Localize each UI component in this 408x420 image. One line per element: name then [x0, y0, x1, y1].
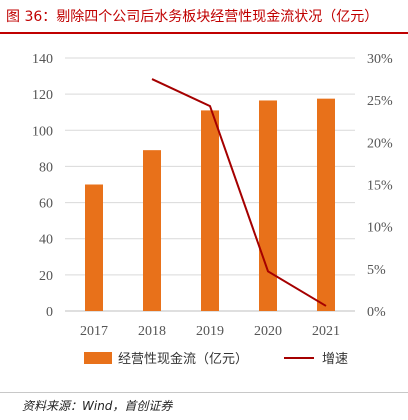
source-note: 资料来源：Wind，首创证券: [22, 399, 173, 413]
bar: [201, 110, 219, 312]
legend: 经营性现金流（亿元） 增速: [84, 351, 348, 367]
legend-swatch-bar: [84, 352, 112, 364]
right-axis-tick-label: 15%: [367, 179, 393, 194]
right-axis-tick-label: 30%: [367, 52, 393, 67]
left-axis-tick-label: 0: [46, 305, 53, 320]
bar-series: [85, 98, 335, 312]
chart-title: 图 36：剔除四个公司后水务板块经营性现金流状况（亿元）: [6, 9, 379, 25]
right-axis-tick-label: 25%: [367, 94, 393, 109]
left-axis: 0 20 40 60 80 100 120 140: [32, 52, 53, 320]
right-axis-tick-label: 20%: [367, 136, 393, 151]
left-axis-tick-label: 120: [32, 88, 53, 103]
x-axis: 2017 2018 2019 2020 2021: [80, 324, 340, 339]
left-axis-tick-label: 80: [39, 160, 53, 175]
line-series: [151, 78, 327, 307]
x-axis-tick-label: 2020: [254, 324, 282, 339]
chart: 0 20 40 60 80 100 120 140 0% 5% 10% 15% 20% 25% 30% 2…: [32, 52, 393, 367]
right-axis-tick-label: 0%: [367, 305, 386, 320]
right-axis: 0% 5% 10% 15% 20% 25% 30%: [367, 52, 393, 320]
right-axis-tick-label: 5%: [367, 263, 386, 278]
left-axis-tick-label: 40: [39, 233, 53, 248]
right-axis-tick-label: 10%: [367, 221, 393, 236]
left-axis-tick-label: 20: [39, 269, 53, 284]
bar: [143, 150, 161, 311]
left-axis-tick-label: 100: [32, 124, 53, 139]
x-axis-tick-label: 2021: [312, 324, 340, 339]
x-axis-tick-label: 2019: [196, 324, 224, 339]
growth-line: [151, 78, 327, 307]
bar: [317, 98, 335, 312]
x-axis-tick-label: 2018: [138, 324, 166, 339]
x-axis-tick-label: 2017: [80, 324, 108, 339]
legend-label-bar: 经营性现金流（亿元）: [118, 351, 248, 367]
legend-label-line: 增速: [322, 352, 348, 367]
bar: [259, 100, 277, 311]
left-axis-tick-label: 140: [32, 52, 53, 67]
bar: [85, 184, 103, 311]
left-axis-tick-label: 60: [39, 197, 53, 212]
title-divider: [0, 32, 408, 34]
source-divider: [0, 392, 408, 393]
